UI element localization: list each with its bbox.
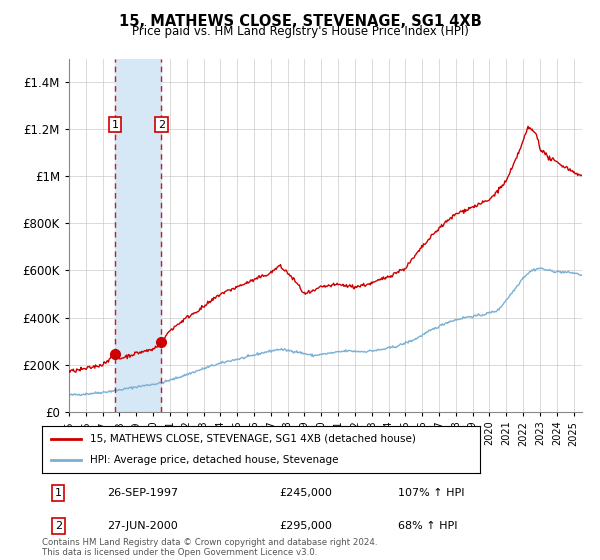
Text: £245,000: £245,000 <box>280 488 332 498</box>
Text: 15, MATHEWS CLOSE, STEVENAGE, SG1 4XB (detached house): 15, MATHEWS CLOSE, STEVENAGE, SG1 4XB (d… <box>90 434 416 444</box>
Text: 2: 2 <box>55 521 62 531</box>
Text: 1: 1 <box>55 488 62 498</box>
Text: 107% ↑ HPI: 107% ↑ HPI <box>398 488 465 498</box>
Text: Price paid vs. HM Land Registry's House Price Index (HPI): Price paid vs. HM Land Registry's House … <box>131 25 469 38</box>
Text: 2: 2 <box>158 120 165 130</box>
Text: 68% ↑ HPI: 68% ↑ HPI <box>398 521 458 531</box>
Text: £295,000: £295,000 <box>280 521 332 531</box>
Text: 1: 1 <box>112 120 119 130</box>
Text: 26-SEP-1997: 26-SEP-1997 <box>107 488 178 498</box>
Text: Contains HM Land Registry data © Crown copyright and database right 2024.
This d: Contains HM Land Registry data © Crown c… <box>42 538 377 557</box>
Text: 15, MATHEWS CLOSE, STEVENAGE, SG1 4XB: 15, MATHEWS CLOSE, STEVENAGE, SG1 4XB <box>119 14 481 29</box>
Text: HPI: Average price, detached house, Stevenage: HPI: Average price, detached house, Stev… <box>90 455 338 465</box>
Bar <box>115 59 161 412</box>
Text: 27-JUN-2000: 27-JUN-2000 <box>107 521 178 531</box>
